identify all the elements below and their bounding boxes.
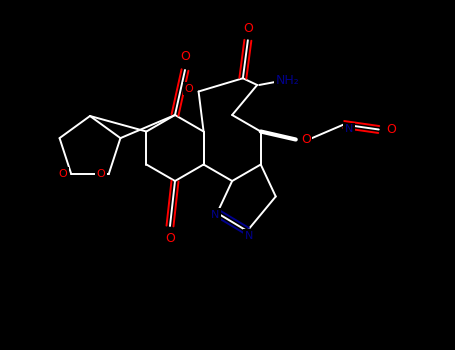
Text: N: N	[344, 125, 353, 134]
Text: O: O	[243, 22, 253, 35]
Text: N: N	[245, 231, 253, 241]
Text: O: O	[180, 50, 190, 63]
Text: O: O	[59, 169, 67, 179]
Text: O: O	[386, 123, 396, 136]
Text: O: O	[96, 169, 105, 179]
Text: O: O	[301, 133, 311, 146]
Text: N: N	[211, 210, 219, 220]
Text: NH₂: NH₂	[275, 74, 299, 86]
Text: O: O	[184, 84, 193, 93]
Text: O: O	[165, 232, 175, 245]
